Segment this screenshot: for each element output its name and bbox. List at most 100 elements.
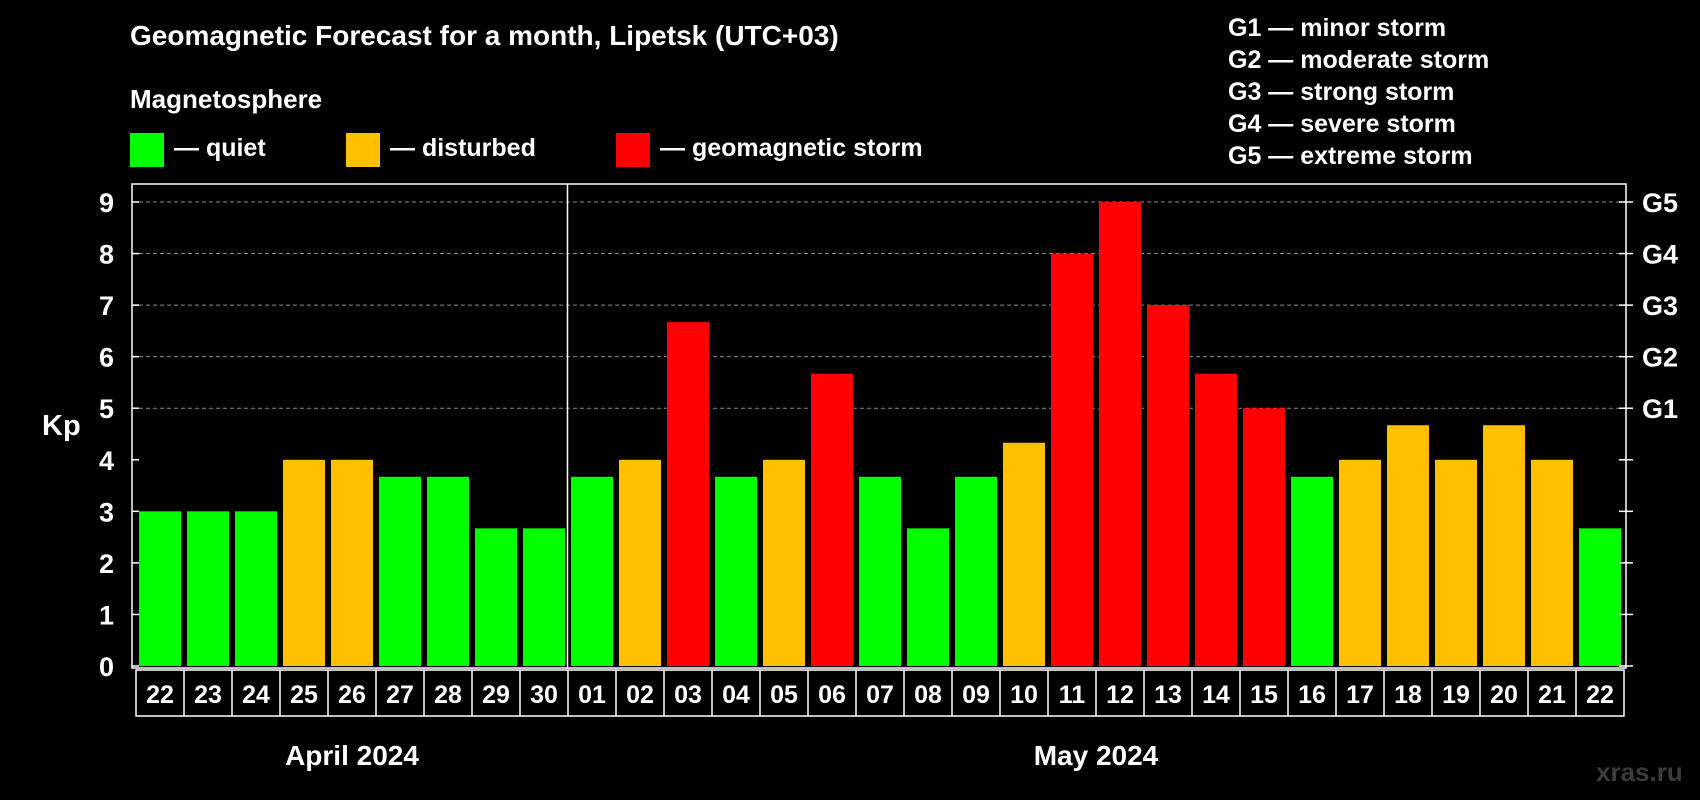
bar-layer [139, 202, 1621, 667]
y-tick-label-0: 0 [99, 652, 114, 682]
bar-17 [955, 476, 997, 666]
storm-scale-g5: G5 — extreme storm [1228, 142, 1473, 170]
axis-layer [131, 183, 1633, 717]
bar-13 [763, 459, 805, 666]
bar-2 [235, 511, 277, 666]
legend-label-quiet: — quiet [174, 133, 266, 162]
x-tick-label-26: 18 [1394, 681, 1422, 709]
storm-scale-g4: G4 — severe storm [1228, 110, 1456, 138]
storm-scale-list: G1 — minor storm G2 — moderate storm G3 … [1228, 12, 1489, 172]
x-tick-label-25: 17 [1346, 681, 1374, 709]
bar-25 [1339, 459, 1381, 666]
x-tick-label-18: 10 [1010, 681, 1038, 709]
y-tick-label-1: 1 [99, 600, 114, 630]
legend-label-storm: — geomagnetic storm [660, 133, 923, 162]
x-tick-label-23: 15 [1250, 681, 1278, 709]
right-tick-label-g3: G3 [1642, 291, 1678, 321]
bar-26 [1387, 425, 1429, 666]
x-tick-label-13: 05 [770, 681, 798, 709]
x-tick-label-10: 02 [626, 681, 654, 709]
bar-14 [811, 373, 853, 666]
watermark: xras.ru [1596, 757, 1683, 787]
bar-0 [139, 511, 181, 666]
bar-22 [1195, 373, 1237, 666]
x-tick-label-5: 27 [386, 681, 414, 709]
right-tick-label-g1: G1 [1642, 394, 1678, 424]
bar-20 [1099, 202, 1141, 666]
bar-7 [475, 528, 517, 666]
bar-28 [1483, 425, 1525, 666]
x-tick-label-29: 21 [1538, 681, 1566, 709]
bar-6 [427, 476, 469, 666]
x-tick-label-30: 22 [1586, 681, 1614, 709]
month-label-1: May 2024 [1034, 740, 1159, 771]
legend-item-storm: — geomagnetic storm [616, 133, 923, 167]
right-tick-label-g2: G2 [1642, 343, 1678, 373]
legend-item-quiet: — quiet [130, 133, 266, 167]
x-tick-label-19: 11 [1059, 681, 1086, 709]
x-tick-label-21: 13 [1154, 681, 1182, 709]
legend-label-disturbed: — disturbed [390, 133, 536, 162]
grid-layer [132, 201, 1626, 409]
legend-swatch-storm [616, 133, 650, 167]
bar-4 [331, 459, 373, 666]
right-tick-label-g5: G5 [1642, 188, 1678, 218]
bar-9 [571, 476, 613, 666]
storm-scale-g2: G2 — moderate storm [1228, 46, 1490, 74]
x-tick-label-2: 24 [242, 681, 270, 709]
x-tick-label-3: 25 [290, 681, 318, 709]
bar-15 [859, 476, 901, 666]
x-tick-label-9: 01 [578, 681, 606, 709]
x-tick-label-14: 06 [818, 681, 846, 709]
legend-swatch-quiet [130, 133, 164, 167]
bar-10 [619, 459, 661, 666]
chart-title: Geomagnetic Forecast for a month, Lipets… [130, 20, 839, 51]
x-tick-label-0: 22 [146, 681, 174, 709]
storm-scale-g1: G1 — minor storm [1228, 14, 1447, 42]
y-tick-label-5: 5 [99, 394, 114, 424]
bar-27 [1435, 459, 1477, 666]
x-tick-label-4: 26 [338, 681, 366, 709]
x-tick-label-27: 19 [1442, 681, 1470, 709]
y-tick-label-7: 7 [99, 291, 114, 321]
y-tick-label-4: 4 [99, 446, 114, 476]
y-tick-label-3: 3 [99, 497, 114, 527]
y-tick-label-6: 6 [99, 343, 114, 373]
right-tick-label-g4: G4 [1642, 240, 1678, 270]
x-tick-label-15: 07 [866, 681, 894, 709]
storm-scale-g3: G3 — strong storm [1228, 78, 1455, 106]
bar-19 [1051, 253, 1093, 667]
month-label-0: April 2024 [285, 740, 419, 771]
bar-23 [1243, 408, 1285, 666]
bar-16 [907, 528, 949, 666]
x-tick-label-24: 16 [1298, 681, 1326, 709]
bar-11 [667, 322, 709, 666]
x-tick-label-22: 14 [1202, 681, 1230, 709]
x-tick-label-12: 04 [722, 681, 750, 709]
x-tick-label-6: 28 [434, 681, 462, 709]
x-tick-label-17: 09 [962, 681, 990, 709]
legend-item-disturbed: — disturbed [346, 133, 536, 167]
x-tick-label-11: 03 [674, 681, 702, 709]
x-tick-label-28: 20 [1490, 681, 1518, 709]
bar-18 [1003, 442, 1045, 666]
x-tick-label-8: 30 [530, 681, 558, 709]
bar-1 [187, 511, 229, 666]
day-label-box [135, 669, 1625, 717]
x-tick-label-1: 23 [194, 681, 222, 709]
y-tick-label-8: 8 [99, 240, 114, 270]
bar-29 [1531, 459, 1573, 666]
plot-frame [131, 183, 1627, 669]
bar-30 [1579, 528, 1621, 666]
legend-heading: Magnetosphere [130, 84, 323, 114]
bar-8 [523, 528, 565, 666]
bar-24 [1291, 476, 1333, 666]
bar-5 [379, 476, 421, 666]
x-tick-label-16: 08 [914, 681, 942, 709]
bar-3 [283, 459, 325, 666]
x-tick-label-7: 29 [482, 681, 510, 709]
y-tick-label-9: 9 [99, 188, 114, 218]
bar-12 [715, 476, 757, 666]
